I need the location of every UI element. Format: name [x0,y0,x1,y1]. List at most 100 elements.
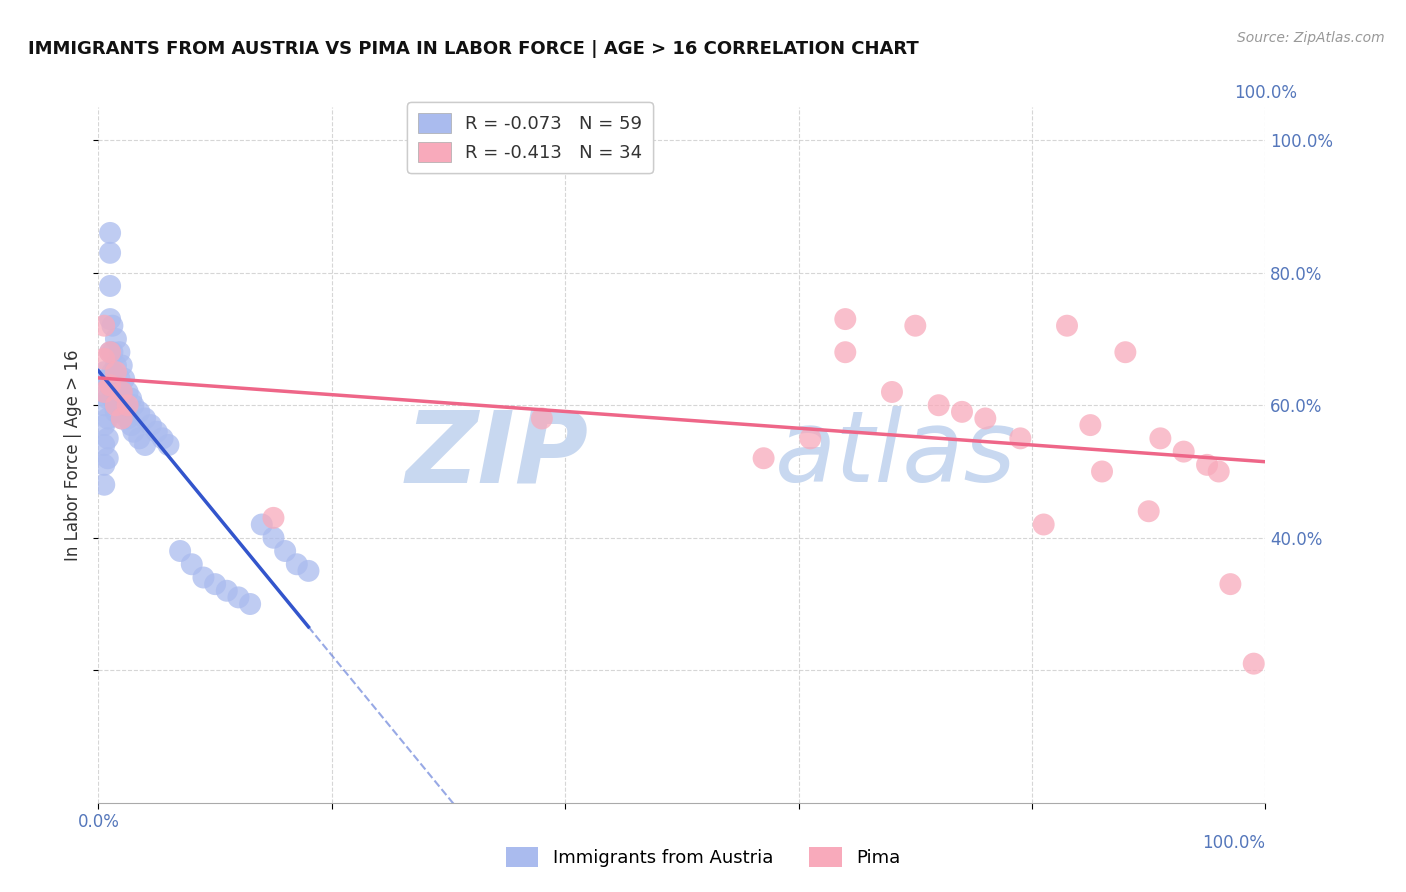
Point [274,544,297,558]
Text: IMMIGRANTS FROM AUSTRIA VS PIMA IN LABOR FORCE | AGE > 16 CORRELATION CHART: IMMIGRANTS FROM AUSTRIA VS PIMA IN LABOR… [28,40,920,58]
Point [169,544,191,558]
Point [108,398,131,412]
Point [134,438,156,452]
Point [228,591,250,605]
Point [97,431,120,445]
Point [928,398,950,412]
Point [1149,431,1171,445]
Point [1091,465,1114,479]
Point [215,583,238,598]
Point [117,398,139,412]
Point [752,451,775,466]
Point [1010,431,1032,445]
Point [101,392,124,406]
Point [93,477,115,491]
Point [97,451,120,466]
Point [98,312,121,326]
Point [93,438,115,452]
Point [98,345,121,359]
Point [93,418,115,433]
Point [97,372,120,386]
Point [101,318,124,333]
Point [146,425,169,439]
Point [93,458,115,472]
Legend: Immigrants from Austria, Pima: Immigrants from Austria, Pima [499,839,907,874]
Point [93,365,115,379]
Point [108,345,131,359]
Point [104,378,127,392]
Point [1243,657,1265,671]
Point [93,318,115,333]
Point [152,431,174,445]
Point [204,577,226,591]
Point [117,384,139,399]
Point [97,411,120,425]
Point [101,365,124,379]
Point [101,345,124,359]
Text: ZIP: ZIP [405,407,589,503]
Point [104,359,127,373]
Point [1114,345,1136,359]
Point [98,245,121,260]
Point [97,392,120,406]
Point [239,597,262,611]
Point [974,411,997,425]
Text: 100.0%: 100.0% [1202,834,1265,852]
Point [139,418,162,433]
Point [128,405,150,419]
Point [180,558,202,572]
Point [193,570,215,584]
Point [120,392,142,406]
Point [120,418,142,433]
Point [93,351,115,366]
Point [122,425,145,439]
Point [834,345,856,359]
Point [262,531,284,545]
Point [250,517,273,532]
Legend: R = -0.073   N = 59, R = -0.413   N = 34: R = -0.073 N = 59, R = -0.413 N = 34 [408,103,652,173]
Point [112,398,135,412]
Point [834,312,856,326]
Point [122,398,145,412]
Point [1056,318,1078,333]
Point [128,431,150,445]
Point [111,384,134,399]
Point [98,226,121,240]
Point [104,398,127,412]
Point [93,398,115,412]
Point [530,411,553,425]
Point [104,365,127,379]
Point [117,411,139,425]
Text: atlas: atlas [775,407,1017,503]
Point [1032,517,1054,532]
Point [93,384,115,399]
Point [134,411,156,425]
Point [880,384,903,399]
Point [950,405,973,419]
Point [104,405,127,419]
Point [1080,418,1102,433]
Point [285,558,308,572]
Point [98,345,121,359]
Point [93,384,115,399]
Point [262,511,284,525]
Point [98,378,121,392]
Point [1208,465,1230,479]
Point [297,564,319,578]
Y-axis label: In Labor Force | Age > 16: In Labor Force | Age > 16 [65,349,83,561]
Point [157,438,180,452]
Point [1195,458,1218,472]
Point [111,384,134,399]
Point [111,411,134,425]
Text: Source: ZipAtlas.com: Source: ZipAtlas.com [1237,31,1385,45]
Point [799,431,821,445]
Point [98,378,121,392]
Point [104,332,127,346]
Point [112,372,135,386]
Point [1173,444,1195,458]
Point [111,359,134,373]
Point [111,411,134,425]
Point [98,279,121,293]
Point [904,318,927,333]
Point [1137,504,1160,518]
